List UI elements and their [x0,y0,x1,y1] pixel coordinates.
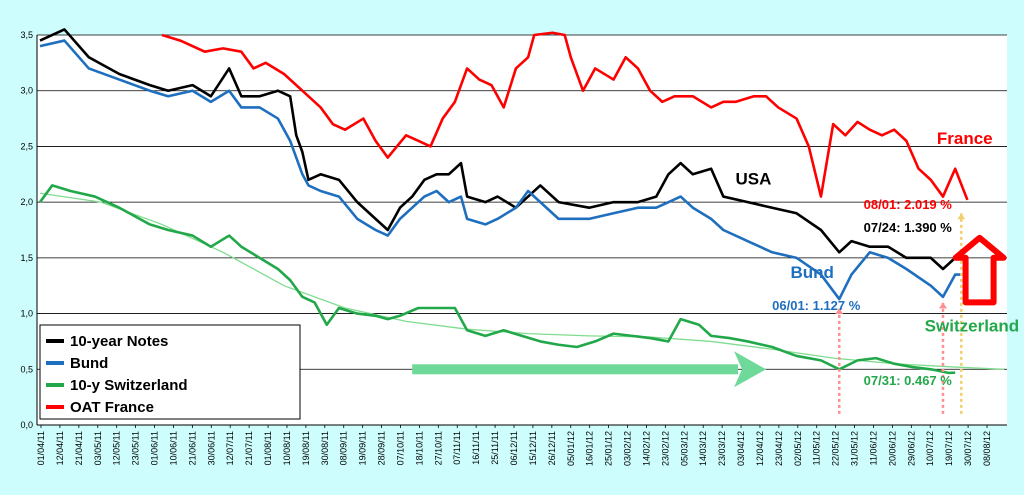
x-tick-label: 01/04/11 [36,431,46,465]
x-tick-label: 23/03/12 [717,431,727,466]
trend-arrow-head [734,351,767,388]
y-tick-label: 3,5 [20,30,33,40]
dashed-marker-arrowhead [938,302,947,309]
x-tick-label: 02/05/12 [793,431,803,466]
x-tick-label: 05/03/12 [679,431,689,466]
x-tick-label: 26/12/11 [547,431,557,465]
series-line-10-y-switzerland [38,184,956,375]
x-tick-label: 18/10/11 [414,431,424,465]
decorations-layer [412,213,1007,414]
x-tick-label: 03/04/12 [736,431,746,466]
x-tick-label: 11/06/12 [868,431,878,465]
x-tick-label: 06/12/11 [509,431,519,465]
x-tick-label: 14/02/12 [641,431,651,466]
x-tick-label: 07/11/11 [452,431,462,465]
legend-label: OAT France [70,399,154,416]
x-tick-label: 30/07/12 [963,431,973,466]
annotation-label: Switzerland [925,316,1019,335]
x-tick-label: 21/04/11 [74,431,84,465]
legend-label: Bund [70,355,108,372]
y-tick-label: 3,0 [20,86,33,96]
x-tick-label: 12/05/11 [112,431,122,465]
annotation-label: 07/31: 0.467 % [864,373,953,388]
x-tick-label: 16/01/12 [585,431,595,466]
x-tick-label: 23/04/12 [774,431,784,466]
y-tick-label: 2,0 [20,197,33,207]
y-axis-ticks: 0,0 0,5 1,0 1,5 2,0 2,5 3,0 3,5 [20,30,33,430]
x-tick-label: 20/06/12 [887,431,897,466]
x-tick-label: 05/01/12 [566,431,576,466]
x-tick-label: 29/06/12 [906,431,916,466]
x-tick-label: 25/11/11 [490,431,500,465]
x-axis-ticks: 01/04/11 12/04/11 21/04/11 03/05/11 12/05/11… [36,425,992,466]
legend: 10-year Notes Bund 10-y Switzerland OAT Fra… [39,324,301,420]
x-tick-label: 07/10/11 [395,431,405,465]
x-tick-label: 19/09/11 [358,431,368,465]
series-layer [38,28,969,375]
x-tick-label: 10/08/11 [282,431,292,465]
x-tick-label: 14/03/12 [698,431,708,466]
y-tick-label: 1,5 [20,253,33,263]
x-tick-label: 25/01/12 [604,431,614,466]
annotation-label: USA [736,169,772,188]
x-tick-label: 12/07/11 [225,431,235,465]
x-tick-label: 08/08/12 [982,431,992,466]
x-tick-label: 21/06/11 [187,431,197,465]
x-tick-label: 15/12/11 [528,431,538,465]
legend-label: 10-year Notes [70,333,168,350]
x-tick-label: 30/06/11 [206,431,216,465]
x-tick-label: 23/02/12 [660,431,670,466]
annotation-label: France [937,129,993,148]
x-tick-label: 31/05/12 [850,431,860,466]
y-tick-label: 0,5 [20,364,33,374]
upward-arrow [952,234,1007,306]
x-tick-label: 10/06/11 [168,431,178,465]
x-tick-label: 22/05/12 [831,431,841,466]
annotation-label: 08/01: 2.019 % [864,197,953,212]
annotations-layer: USA France Bund Switzerland 08/01: 2.019 % 07… [736,129,1020,388]
dashed-marker-arrowhead [835,308,844,314]
x-tick-label: 16/11/11 [471,431,481,465]
series-line-bund [39,39,962,301]
annotation-label: 07/24: 1.390 % [864,220,953,235]
annotation-label: Bund [790,263,833,282]
x-tick-label: 08/09/11 [339,431,349,465]
legend-label: 10-y Switzerland [70,377,188,394]
x-tick-label: 01/06/11 [150,431,160,465]
x-tick-label: 28/09/11 [377,431,387,465]
trend-arrow-shaft [412,364,739,375]
x-tick-label: 01/08/11 [263,431,273,465]
series-line-10-year-notes [39,28,962,271]
x-tick-label: 12/04/11 [55,431,65,465]
x-tick-label: 03/05/11 [93,431,103,465]
x-tick-label: 19/07/12 [944,431,954,466]
y-tick-label: 1,0 [20,309,33,319]
x-tick-label: 10/07/12 [925,431,935,466]
series-line-oat-france [161,31,969,201]
x-tick-label: 23/05/11 [131,431,141,465]
x-tick-label: 30/08/11 [320,431,330,465]
y-tick-label: 2,5 [20,141,33,151]
legend-box [39,324,301,420]
x-tick-label: 03/02/12 [623,431,633,466]
x-tick-label: 27/10/11 [433,431,443,465]
y-tick-label: 0,0 [20,420,33,430]
x-tick-label: 11/05/12 [812,431,822,465]
x-tick-label: 19/08/11 [301,431,311,465]
dashed-marker-arrowhead [957,213,966,220]
annotation-label: 06/01: 1.127 % [772,298,861,313]
x-tick-label: 12/04/12 [755,431,765,466]
x-tick-label: 21/07/11 [244,431,254,465]
